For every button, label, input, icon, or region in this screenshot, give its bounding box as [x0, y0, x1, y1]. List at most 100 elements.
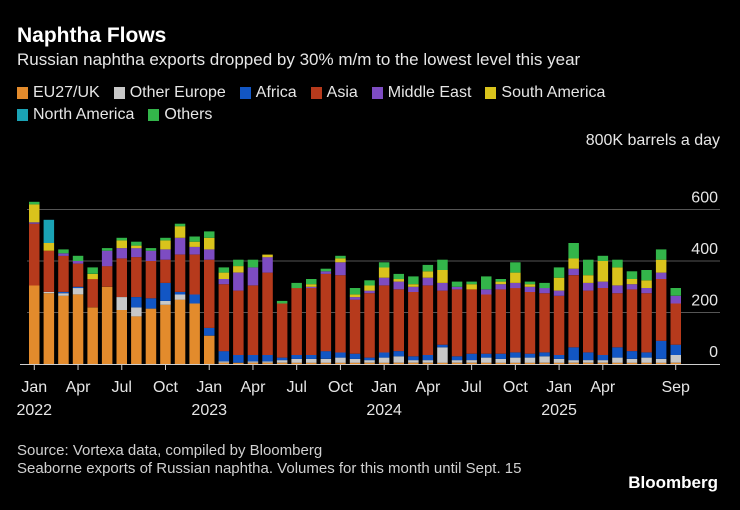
bar-segment-south-america [116, 240, 127, 249]
bar-segment-others [539, 282, 550, 289]
legend-label: Middle East [387, 84, 472, 101]
bar-segment-south-america [29, 204, 40, 223]
bar-segment-eu27-uk [378, 362, 390, 364]
bar-segment-africa [131, 297, 142, 308]
bar-segment-africa [597, 355, 609, 361]
bar-segment-other-europe [349, 358, 361, 363]
legend-item-asia: Asia [310, 84, 358, 102]
bar-segment-eu27-uk [247, 362, 259, 364]
legend-label: North America [33, 106, 135, 123]
bar-segment-south-america [393, 279, 404, 282]
bar-segment-other-europe [670, 355, 681, 363]
bar-segment-africa [364, 357, 375, 361]
bar-segment-middle-east [29, 222, 40, 224]
bar-segment-south-america [466, 284, 477, 290]
chart-subtitle: Russian naphtha exports dropped by 30% m… [17, 50, 581, 69]
bar-segment-middle-east [320, 271, 332, 274]
bar-segment-middle-east [72, 261, 84, 264]
bar-segment-asia [204, 259, 215, 328]
bar-segment-middle-east [437, 282, 448, 291]
bar-segment-africa [393, 351, 404, 357]
bar-segment-others [437, 259, 448, 270]
bar-segment-other-europe [495, 358, 506, 363]
bar-segment-asia [58, 255, 69, 292]
x-tick-label: Oct [328, 379, 353, 396]
bar-segment-middle-east [349, 297, 361, 300]
x-tick-year-label: 2022 [16, 402, 52, 419]
bar-segment-asia [422, 285, 434, 355]
bar-segment-other-europe [276, 360, 288, 363]
bar-segment-asia [641, 293, 652, 353]
bar-segment-eu27-uk [451, 362, 463, 364]
bar-segment-eu27-uk [466, 362, 477, 364]
bar-segment-eu27-uk [320, 362, 332, 364]
bar-segment-middle-east [451, 286, 463, 290]
bar-segment-asia [116, 258, 127, 297]
bar-segment-eu27-uk [233, 362, 244, 364]
bar-segment-other-europe [524, 357, 536, 363]
bloomberg-logo: Bloomberg [628, 473, 718, 492]
bar-segment-others [408, 276, 419, 285]
bar-segment-middle-east [262, 257, 273, 273]
bar-segment-others [276, 300, 288, 304]
bar-segment-south-america [306, 284, 317, 287]
bar-segment-middle-east [670, 295, 681, 304]
legend-label: Others [164, 106, 213, 123]
bar-segment-africa [524, 353, 536, 358]
x-tick-label: Sep [661, 379, 690, 396]
bar-segment-eu27-uk [145, 308, 157, 364]
legend-item-others: Others [148, 106, 212, 124]
bar-segment-middle-east [131, 248, 142, 258]
legend: EU27/UK Other Europe Africa Asia Middle … [17, 84, 717, 128]
bar-segment-eu27-uk [116, 309, 127, 364]
bar-segment-asia [189, 254, 200, 295]
bar-segment-africa [539, 352, 550, 357]
unit-label: 800K barrels a day [585, 132, 720, 149]
bar-segment-africa [437, 344, 448, 348]
bar-segment-south-america [612, 267, 623, 286]
bar-segment-others [655, 249, 667, 260]
bar-segment-africa [262, 355, 273, 362]
bar-segment-other-europe [58, 293, 69, 296]
bar-segment-eu27-uk [553, 362, 565, 364]
bar-segment-middle-east [160, 249, 171, 260]
bar-segment-others [597, 255, 609, 261]
x-tick-label: Jul [112, 379, 132, 396]
legend-label: Other Europe [129, 84, 226, 101]
bar-segment-asia [174, 254, 186, 292]
bar-segment-africa [204, 327, 215, 336]
bar-segment-africa [145, 298, 157, 309]
x-tick-year-label: 2025 [541, 402, 577, 419]
bar-segment-africa [670, 344, 681, 355]
bar-segment-eu27-uk [291, 362, 302, 364]
bar-segment-middle-east [597, 281, 609, 288]
bar-segment-others [204, 231, 215, 238]
bar-segment-south-america [378, 267, 390, 278]
bar-segment-eu27-uk [597, 362, 609, 364]
bar-segment-africa [422, 355, 434, 361]
legend-swatch [485, 87, 497, 99]
bar-segment-eu27-uk [262, 362, 273, 364]
bar-segment-south-america [364, 285, 375, 291]
bar-segment-others [116, 237, 127, 241]
bar-segment-asia [524, 291, 536, 354]
bar-segment-south-america [174, 226, 186, 238]
legend-item-south-america: South America [485, 84, 605, 102]
bar-segment-south-america [218, 272, 230, 279]
bar-segment-asia [553, 295, 565, 355]
bar-segment-middle-east [583, 282, 594, 291]
bar-segment-north-america [43, 219, 55, 243]
bar-segment-eu27-uk [101, 286, 113, 365]
bar-segment-south-america [131, 245, 142, 249]
legend-swatch [371, 87, 383, 99]
bar-segment-south-america [583, 275, 594, 283]
legend-row: North America Others [17, 106, 717, 124]
bar-segment-asia [160, 259, 171, 283]
bar-segment-africa [218, 351, 230, 362]
bar-segment-others [451, 281, 463, 287]
bar-segment-asia [481, 294, 492, 354]
bar-segment-asia [583, 290, 594, 353]
bar-segment-asia [320, 273, 332, 352]
y-tick-label: 600 [691, 190, 718, 207]
bar-segment-eu27-uk [43, 293, 55, 364]
